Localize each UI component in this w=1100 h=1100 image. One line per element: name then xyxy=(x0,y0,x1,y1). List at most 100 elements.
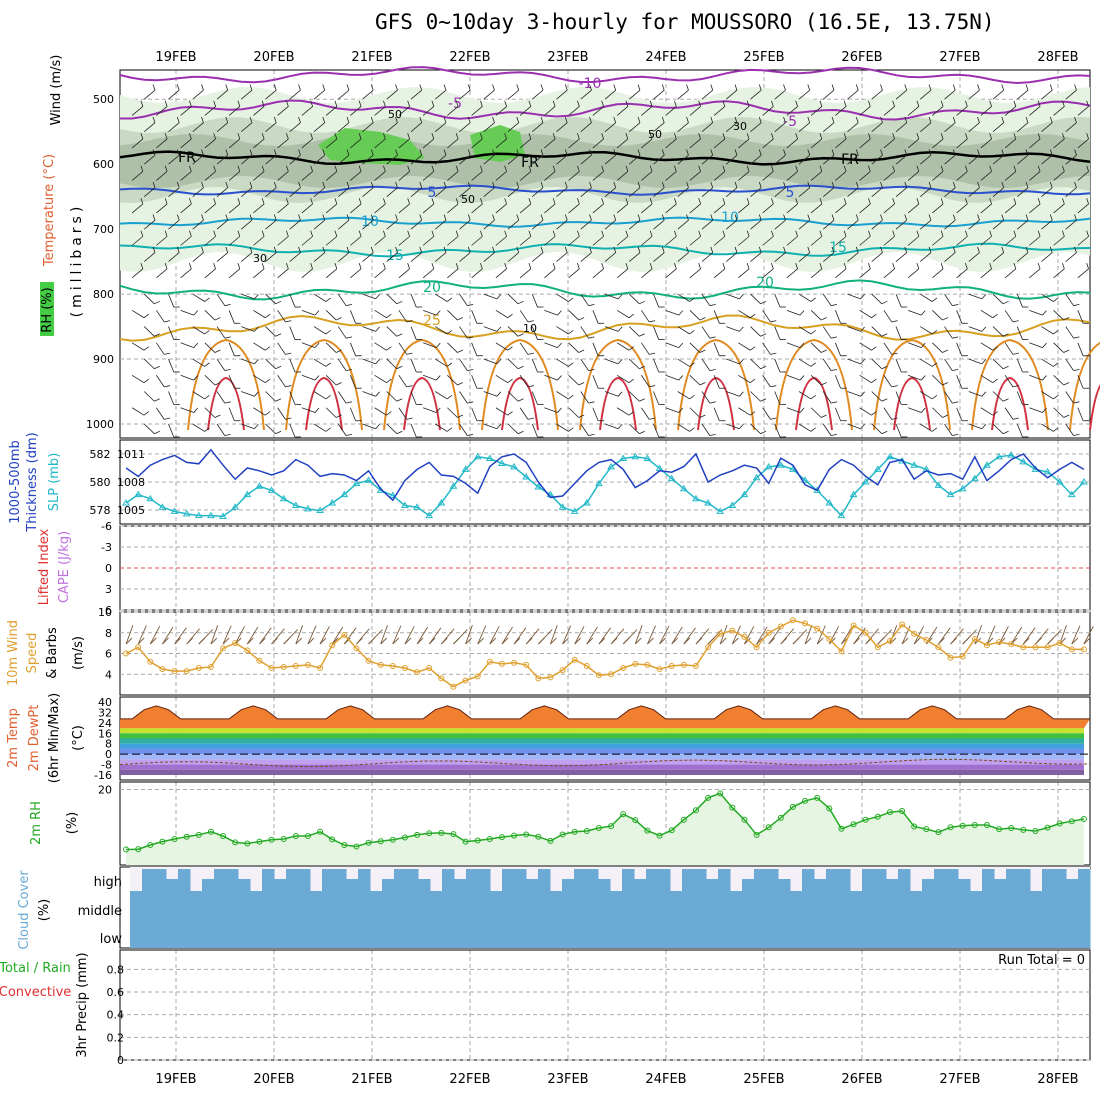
wind-barb xyxy=(544,236,556,246)
wind-barb xyxy=(701,293,711,306)
wind-barb xyxy=(653,293,660,308)
wind-barb-flag xyxy=(322,181,326,188)
wind-barb xyxy=(228,268,241,279)
wind-barb xyxy=(507,154,519,165)
wind-barb xyxy=(447,236,459,246)
wind-barb xyxy=(1016,358,1023,373)
wind-barb xyxy=(204,342,216,353)
wind-barb-flag xyxy=(358,100,362,107)
wind-barb xyxy=(847,293,861,300)
wind10-speed-line-point xyxy=(147,658,154,665)
wind-barb-flag xyxy=(807,181,811,188)
wind-barb-flag xyxy=(928,116,932,123)
wind-barb xyxy=(180,236,192,246)
rh2m-line-point xyxy=(886,809,893,816)
wind-barb xyxy=(519,310,529,323)
wind-barb xyxy=(410,391,417,405)
wind-barb xyxy=(204,310,216,321)
wind-barb-flag xyxy=(771,263,774,269)
wind-barb-flag xyxy=(855,149,859,156)
wind-barb xyxy=(883,342,893,355)
wind-barb xyxy=(628,423,640,435)
wind-barb xyxy=(313,391,327,400)
wind-barb-flag xyxy=(830,336,838,339)
wind-barb xyxy=(398,106,410,116)
wind-barb-flag xyxy=(314,342,320,348)
wind-barb-flag xyxy=(965,165,968,172)
wind10-barb xyxy=(319,626,330,645)
wind-barb xyxy=(434,122,447,133)
wind-barb xyxy=(337,219,350,230)
wind-barb xyxy=(434,187,447,197)
wind-barb-flag xyxy=(358,133,362,140)
day-label-top: 25FEB xyxy=(743,50,784,65)
wind-barb-flag xyxy=(517,300,524,305)
wind-barb xyxy=(871,423,883,435)
wind-barb-flag xyxy=(1025,84,1029,91)
wind10-barb-flag xyxy=(780,637,788,645)
wind-barb-flag xyxy=(143,346,150,351)
wind-barb-flag xyxy=(843,165,847,172)
wind-barb-flag xyxy=(298,181,301,188)
wind-barb-flag xyxy=(298,116,301,123)
wind-barb-flag xyxy=(1042,407,1047,413)
wind-barb-flag xyxy=(1002,430,1009,435)
wind-barb xyxy=(350,106,362,116)
wind10-barb-flag xyxy=(1022,637,1030,645)
wind-barb xyxy=(143,252,156,262)
wind-barb xyxy=(701,187,713,197)
wind10-speed-line-point xyxy=(438,675,445,682)
cloud-bar xyxy=(550,891,563,948)
isotherm-30-cell xyxy=(383,338,461,431)
wind10-barb xyxy=(125,625,134,645)
wind-barb xyxy=(337,326,347,339)
wind-barb xyxy=(956,342,963,356)
slp-line-point xyxy=(304,504,312,512)
wind-barb xyxy=(507,293,519,305)
wind-barb-flag xyxy=(314,407,320,413)
slp-line-point xyxy=(340,490,349,498)
wind-barb-flag xyxy=(224,336,231,339)
wind-barb-flag xyxy=(176,149,180,156)
wind-barb-flag xyxy=(758,149,762,156)
wind10-barb-flag xyxy=(634,637,642,645)
day-label-top: 26FEB xyxy=(841,50,882,65)
cloud-bar xyxy=(970,891,983,948)
wind-barb xyxy=(604,293,619,300)
wind10-speed-line-point xyxy=(123,650,130,657)
wind-barb xyxy=(677,358,690,367)
wind-barb-flag xyxy=(467,84,471,91)
slp-line-point xyxy=(134,490,143,498)
wind-barb-flag xyxy=(1086,198,1089,205)
wind10-speed-line-point xyxy=(474,673,481,680)
millibars-axis-label: (millibars) xyxy=(69,203,85,318)
wind-barb xyxy=(192,391,205,400)
wind-barb-flag xyxy=(435,375,441,381)
wind-barb xyxy=(883,106,895,116)
wind10-barb xyxy=(343,627,357,645)
wind-barb-flag xyxy=(273,181,277,188)
wind-barb xyxy=(1029,407,1043,413)
wind-barb xyxy=(253,138,265,149)
rh2m-line-point xyxy=(244,840,251,847)
wind10-barb-flag xyxy=(174,637,181,645)
wind-barb xyxy=(265,252,277,262)
wind-barb-flag xyxy=(395,181,398,188)
wind-barb xyxy=(907,203,920,214)
wind-barb-flag xyxy=(467,336,474,339)
wind-barb xyxy=(798,154,810,165)
wind-barb xyxy=(544,106,556,116)
wind-barb xyxy=(204,268,216,279)
wind-barb xyxy=(628,219,641,230)
wind-barb xyxy=(301,138,313,149)
wind-barb xyxy=(1041,89,1053,100)
wind-barb-flag xyxy=(831,214,835,221)
wind-barb-flag xyxy=(527,385,534,388)
wind-barb-flag xyxy=(750,378,756,384)
wind10-barb-flag xyxy=(695,637,703,645)
wind-barb xyxy=(459,293,468,306)
wind10-speed-line-point xyxy=(523,661,530,668)
rh-band-90 xyxy=(318,128,425,165)
wind-barb-flag xyxy=(799,310,805,316)
wind-barb-flag xyxy=(625,133,629,140)
